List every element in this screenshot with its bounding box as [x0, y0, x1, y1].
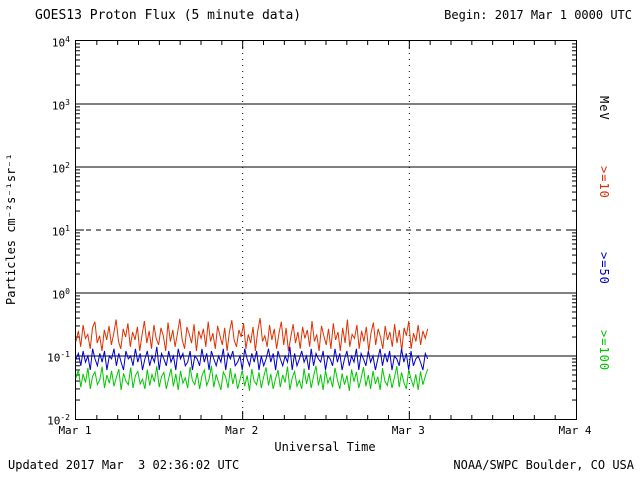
- x-tick-label: Mar 4: [558, 424, 592, 437]
- series-100MeV: [75, 365, 429, 391]
- series-50MeV: [75, 346, 429, 371]
- x-tick-label: Mar 2: [225, 424, 259, 437]
- right-label-ge10: >=10: [597, 166, 611, 199]
- y-tick-label: 102: [51, 161, 70, 176]
- y-tick-label: 10-1: [47, 350, 70, 365]
- updated-timestamp: Updated 2017 Mar 3 02:36:02 UTC: [8, 458, 240, 472]
- y-tick-label: 101: [51, 224, 70, 239]
- proton-flux-chart: [75, 41, 576, 419]
- chart-title: GOES13 Proton Flux (5 minute data): [35, 8, 302, 23]
- x-axis-title: Universal Time: [274, 440, 376, 454]
- plot-frame: [75, 40, 577, 420]
- right-label-ge50: >=50: [597, 252, 611, 285]
- right-label-ge100: >=100: [597, 330, 611, 372]
- x-tick-label: Mar 1: [58, 424, 92, 437]
- y-axis-title: Particles cm⁻²s⁻¹sr⁻¹: [4, 153, 18, 305]
- y-tick-label: 103: [51, 98, 70, 113]
- y-tick-label: 104: [51, 35, 70, 50]
- y-tick-label: 10-2: [47, 413, 70, 428]
- source-credit: NOAA/SWPC Boulder, CO USA: [453, 458, 634, 472]
- series-10MeV: [75, 318, 429, 352]
- begin-time-label: Begin: 2017 Mar 1 0000 UTC: [444, 8, 632, 22]
- y-tick-label: 100: [51, 287, 70, 302]
- right-label-mev: MeV: [597, 96, 611, 121]
- x-tick-label: Mar 3: [391, 424, 425, 437]
